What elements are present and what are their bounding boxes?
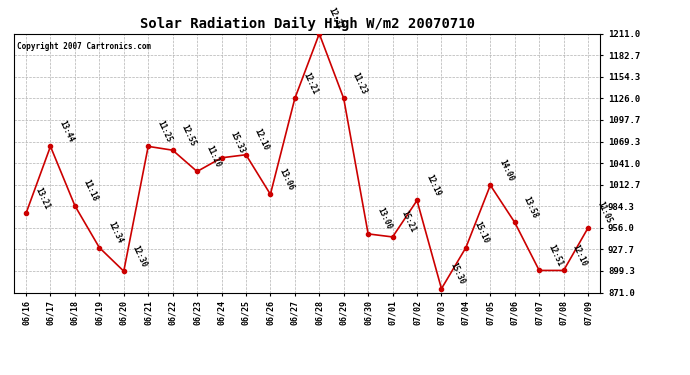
- Text: 12:30: 12:30: [130, 244, 148, 268]
- Text: 13:44: 13:44: [57, 119, 75, 144]
- Text: 11:25: 11:25: [155, 119, 173, 144]
- Text: 15:30: 15:30: [448, 261, 466, 286]
- Text: 11:05: 11:05: [595, 200, 613, 225]
- Text: 11:23: 11:23: [351, 71, 368, 96]
- Text: 12:21: 12:21: [302, 71, 319, 96]
- Text: 14:00: 14:00: [497, 158, 515, 182]
- Text: 12:10: 12:10: [571, 243, 589, 268]
- Text: 15:33: 15:33: [228, 130, 246, 155]
- Text: 12:51: 12:51: [546, 243, 564, 268]
- Text: 11:18: 11:18: [82, 178, 100, 203]
- Text: 15:21: 15:21: [400, 209, 417, 234]
- Text: 13:06: 13:06: [277, 167, 295, 192]
- Text: 15:10: 15:10: [473, 220, 491, 245]
- Text: 13:58: 13:58: [522, 195, 540, 220]
- Title: Solar Radiation Daily High W/m2 20070710: Solar Radiation Daily High W/m2 20070710: [139, 17, 475, 31]
- Text: 12:19: 12:19: [424, 173, 442, 198]
- Text: 13:21: 13:21: [33, 186, 51, 211]
- Text: 12:55: 12:55: [179, 123, 197, 147]
- Text: 12:32: 12:32: [326, 6, 344, 31]
- Text: 12:10: 12:10: [253, 127, 271, 152]
- Text: 12:34: 12:34: [106, 220, 124, 245]
- Text: 11:20: 11:20: [204, 144, 222, 169]
- Text: Copyright 2007 Cartronics.com: Copyright 2007 Cartronics.com: [17, 42, 151, 51]
- Text: 13:00: 13:00: [375, 206, 393, 231]
